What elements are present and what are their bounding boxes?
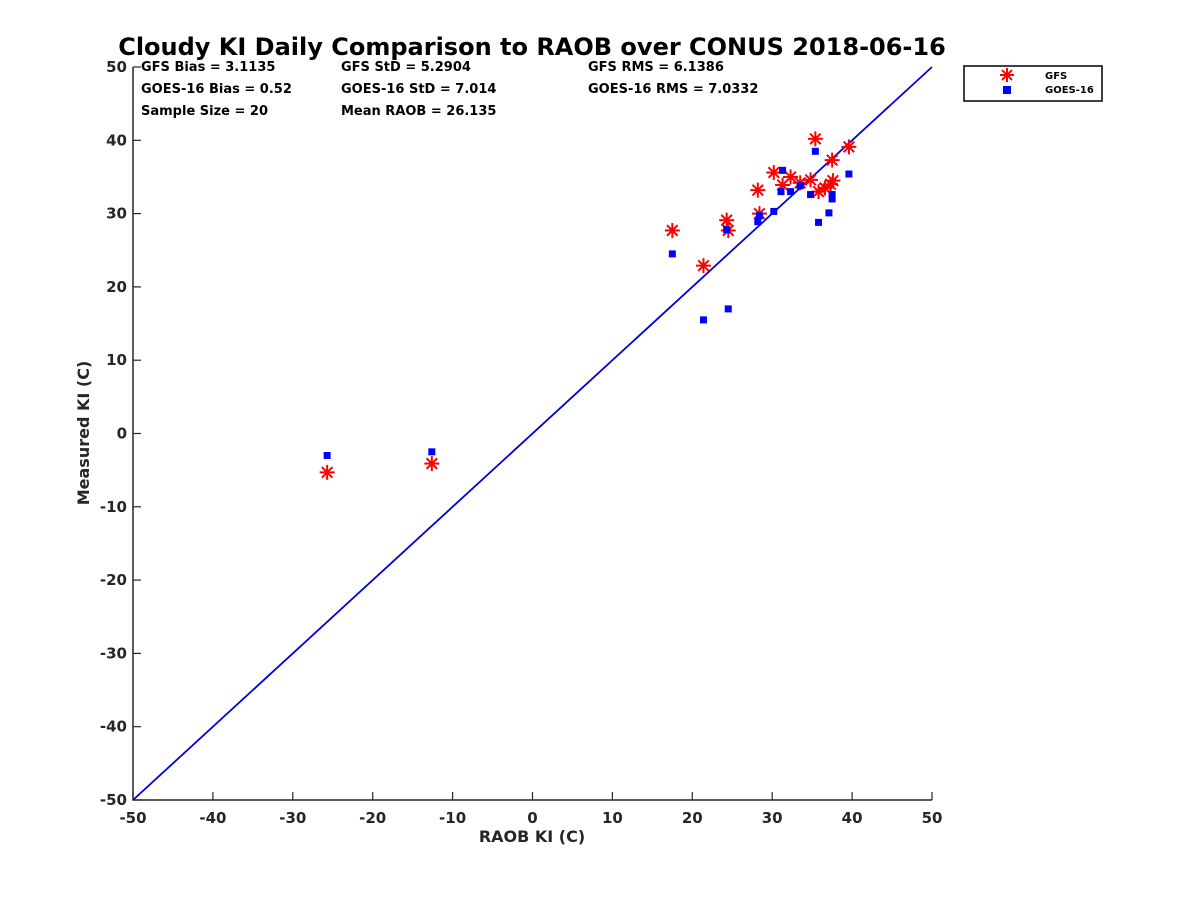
x-tick-label: -50 bbox=[119, 809, 146, 827]
y-tick-label: 30 bbox=[106, 205, 127, 223]
stat-goes-rms: GOES-16 RMS = 7.0332 bbox=[588, 82, 758, 97]
gfs-point bbox=[783, 169, 799, 185]
stat-goes-bias: GOES-16 Bias = 0.52 bbox=[141, 82, 292, 97]
goes-16-point bbox=[807, 191, 815, 199]
y-tick-label: 40 bbox=[106, 131, 127, 149]
goes-16-point bbox=[845, 170, 853, 178]
goes-16-series bbox=[323, 147, 853, 459]
gfs-point bbox=[803, 172, 819, 188]
x-tick-label: -30 bbox=[279, 809, 306, 827]
legend-gfs-asterisk bbox=[1000, 68, 1014, 82]
legend-goes-label: GOES-16 bbox=[1045, 85, 1094, 96]
goes-16-point bbox=[754, 218, 762, 226]
x-tick-label: 10 bbox=[602, 809, 623, 827]
y-tick-label: 10 bbox=[106, 351, 127, 369]
gfs-point bbox=[766, 165, 782, 181]
x-axis-label: RAOB KI (C) bbox=[479, 827, 585, 846]
gfs-series bbox=[319, 131, 857, 480]
legend-goes-marker bbox=[1003, 86, 1011, 94]
y-tick-label: -50 bbox=[100, 791, 127, 809]
x-tick-label: 40 bbox=[842, 809, 863, 827]
x-tick-label: 50 bbox=[922, 809, 943, 827]
gfs-point bbox=[825, 173, 841, 189]
x-tick-label: 0 bbox=[527, 809, 537, 827]
goes-16-point bbox=[770, 207, 778, 215]
goes-16-point bbox=[323, 451, 331, 459]
goes-16-point bbox=[699, 316, 707, 324]
gfs-point bbox=[319, 464, 335, 480]
gfs-point bbox=[719, 212, 735, 228]
stat-gfs-bias: GFS Bias = 3.1135 bbox=[141, 60, 275, 75]
x-tick-label: -40 bbox=[199, 809, 226, 827]
gfs-point bbox=[807, 131, 823, 147]
chart-title: Cloudy KI Daily Comparison to RAOB over … bbox=[118, 33, 946, 61]
goes-16-point bbox=[828, 191, 836, 199]
x-tick-label: -10 bbox=[439, 809, 466, 827]
goes-16-point bbox=[428, 448, 436, 456]
gfs-point bbox=[695, 258, 711, 274]
stat-sample-size: Sample Size = 20 bbox=[141, 104, 268, 119]
gfs-point bbox=[424, 456, 440, 472]
stats-panel: GFS Bias = 3.1135 GFS StD = 5.2904 GFS R… bbox=[141, 60, 758, 119]
y-tick-label: 20 bbox=[106, 278, 127, 296]
y-tick-label: -10 bbox=[100, 498, 127, 516]
y-tick-label: -20 bbox=[100, 571, 127, 589]
y-tick-label: -40 bbox=[100, 718, 127, 736]
goes-16-point bbox=[787, 188, 795, 196]
axes: -50 -40 -30 -20 -10 0 10 20 30 40 50 -50 -40 -30 -20 -1… bbox=[100, 58, 943, 827]
stat-gfs-rms: GFS RMS = 6.1386 bbox=[588, 60, 724, 75]
goes-16-point bbox=[755, 212, 763, 220]
legend-box bbox=[963, 65, 1103, 102]
stat-gfs-std: GFS StD = 5.2904 bbox=[341, 60, 471, 75]
x-tick-label: 30 bbox=[762, 809, 783, 827]
goes-16-point bbox=[723, 226, 731, 234]
legend-gfs-label: GFS bbox=[1045, 71, 1067, 82]
y-tick-label: 50 bbox=[106, 58, 127, 76]
goes-16-point bbox=[825, 209, 833, 217]
goes-16-point bbox=[777, 188, 785, 196]
goes-16-point bbox=[811, 147, 819, 155]
x-tick-label: -20 bbox=[359, 809, 386, 827]
y-tick-label: -30 bbox=[100, 644, 127, 662]
gfs-point bbox=[750, 182, 766, 198]
stat-goes-std: GOES-16 StD = 7.014 bbox=[341, 82, 496, 97]
legend-gfs-marker bbox=[1000, 68, 1014, 82]
data-points bbox=[319, 131, 857, 480]
goes-16-point bbox=[668, 250, 676, 258]
goes-16-point bbox=[815, 218, 823, 226]
stat-mean-raob: Mean RAOB = 26.135 bbox=[341, 104, 496, 119]
gfs-point bbox=[841, 139, 857, 155]
gfs-point bbox=[664, 222, 680, 238]
x-tick-label: 20 bbox=[682, 809, 703, 827]
legend: GFS GOES-16 bbox=[963, 65, 1103, 102]
goes-16-point bbox=[779, 166, 787, 174]
goes-16-point bbox=[796, 182, 804, 190]
goes-16-point bbox=[828, 195, 836, 203]
y-axis-label: Measured KI (C) bbox=[74, 361, 93, 506]
gfs-point bbox=[824, 152, 840, 168]
y-tick-label: 0 bbox=[117, 425, 127, 443]
goes-16-point bbox=[724, 305, 732, 313]
